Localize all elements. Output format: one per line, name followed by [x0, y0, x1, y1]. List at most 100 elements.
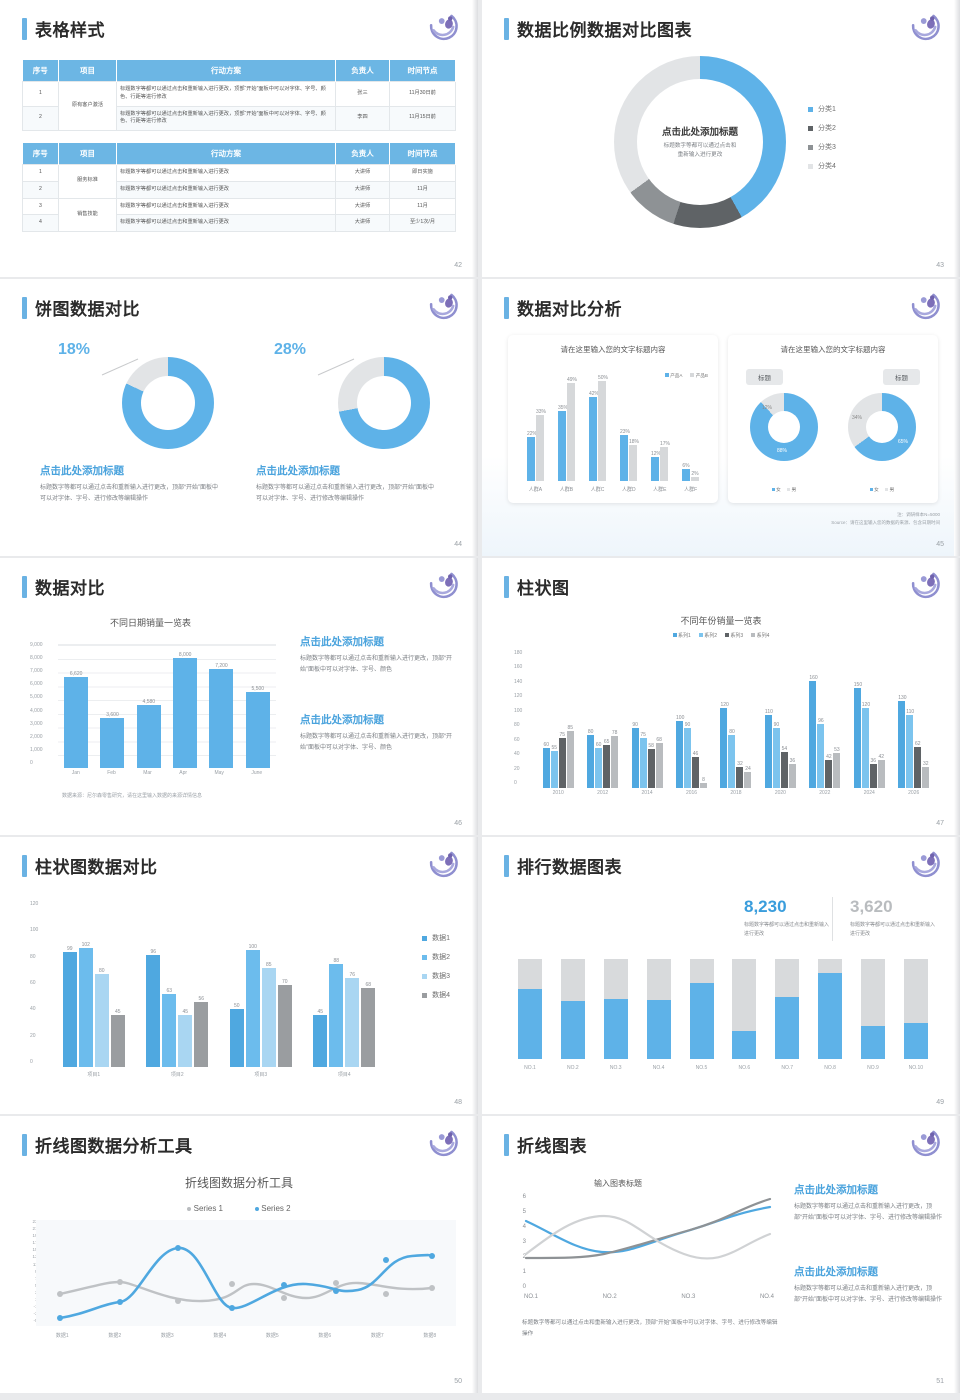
- bar-group: 150 120 36 42: [853, 682, 885, 788]
- page-number: 42: [454, 262, 462, 269]
- x-tick: 项目1: [87, 1072, 101, 1078]
- cell-no: 2: [22, 180, 59, 199]
- page-number: 48: [454, 1099, 462, 1106]
- x-tick: Mar: [143, 770, 152, 776]
- bar-item: 110: [906, 709, 914, 788]
- bar-value: 17%: [660, 441, 671, 447]
- slide-column-chart: 柱状图 不同年份销量一览表 系列1 系列2 系列3 系列4 0 20 40 60…: [482, 558, 960, 835]
- bar-item: 36: [869, 758, 877, 788]
- bar-value: 120: [861, 702, 871, 708]
- grid-lines: [58, 645, 276, 768]
- slide-edge: [954, 837, 960, 1114]
- bar-x-axis: 人群A 人群B 人群C 人群D 人群E 人群F: [520, 486, 706, 493]
- x-tick: 数据4: [213, 1333, 227, 1339]
- slide-header: 柱状图数据对比: [22, 853, 158, 878]
- bar-value: 65: [603, 738, 610, 745]
- percent-label-left: 18%: [58, 341, 91, 358]
- y-tick: 80: [514, 722, 520, 729]
- bar-group: 50 100 85 70: [229, 944, 292, 1067]
- bar-item: 56: [194, 996, 209, 1067]
- bar-item: 75: [558, 732, 566, 788]
- bar-value: 50: [233, 1002, 240, 1009]
- table-row: 4 标题数字等都可以通过点击和重新输入进行更改 大讲师 至少1次/月: [22, 214, 456, 233]
- x-tick: 数据2: [108, 1333, 122, 1339]
- slide-header: 折线图表: [504, 1132, 587, 1157]
- bar: [655, 742, 663, 788]
- legend-item: Series 1: [187, 1204, 223, 1213]
- chart-title: 输入图表标题: [594, 1179, 642, 1188]
- y-tick: 0: [522, 1284, 526, 1290]
- page-number: 45: [936, 541, 944, 548]
- y-tick: 0: [514, 779, 517, 786]
- x-tick: 2016: [685, 790, 698, 796]
- bar: [809, 681, 817, 788]
- bar-value: 32: [922, 760, 929, 767]
- y-tick: 60: [514, 736, 520, 743]
- legend-label: 系列3: [730, 633, 744, 639]
- y-tick: 20: [30, 1032, 36, 1039]
- legend-item: 数据1: [422, 933, 450, 943]
- body-left: 标题数字等都可以通过点击和重新输入进行更改，顶部“开始”面板中可以对字体、字号、…: [40, 485, 218, 503]
- bar-item: 6,620: [64, 671, 89, 768]
- x-tick: NO.2: [602, 1294, 617, 1300]
- bar-group: 45 88 76 68: [313, 958, 376, 1067]
- x-tick: Apr: [179, 770, 188, 776]
- y-tick: 40: [30, 1006, 36, 1013]
- bar-item: 3,600: [100, 712, 125, 768]
- bar: [146, 955, 161, 1067]
- brand-logo-icon: [911, 572, 940, 599]
- legend-label: 数据3: [432, 973, 450, 980]
- header-accent-bar: [504, 854, 509, 877]
- table-header-row: 序号 项目 行动方案 负责人 时间节点: [22, 143, 456, 165]
- stat-block-2: 3,620 标题数字等都可以通过点击和重新输入进行更改: [850, 897, 936, 939]
- bar-value: 54: [781, 746, 788, 752]
- bar-plot-area: 60 55 75 85 80 60 65 78 90 75 58 68 100 90 46 8 120 80 32 2…: [536, 652, 936, 788]
- x-tick: 数据6: [318, 1333, 332, 1339]
- cell-plan: 标题数字等都可以通过点击和重新输入进行更改，顶部“开始”面板中可以对字体、字号、…: [116, 81, 336, 107]
- ranking-bar-fill: [861, 1026, 885, 1059]
- bar-item: 4,580: [136, 699, 161, 768]
- page-number: 44: [454, 541, 462, 548]
- bar-item: 96: [146, 949, 161, 1067]
- bar: [566, 731, 574, 788]
- ranking-bar-fill: [775, 997, 800, 1059]
- brand-logo-icon: [911, 851, 940, 878]
- legend-swatch-icon: [808, 144, 813, 150]
- bar: [603, 744, 611, 788]
- bar-group: 90 75 58 68: [631, 722, 663, 788]
- y-tick: 0: [30, 1058, 33, 1065]
- donut-hole: [357, 376, 411, 430]
- slide-header: 数据比例数据对比图表: [504, 16, 692, 41]
- bar-value: 78: [611, 730, 618, 736]
- bar-value: 55: [551, 745, 557, 752]
- x-tick: Feb: [107, 770, 116, 776]
- x-tick: June: [251, 770, 263, 776]
- bar-value: 22%: [527, 431, 538, 437]
- bar-group: 80 60 65 78: [587, 729, 619, 788]
- donut-legend-left: 女 男: [740, 486, 828, 493]
- ranking-bar-track: [689, 959, 714, 1059]
- cell-plan: 标题数字等都可以通过点击和重新输入进行更改: [116, 180, 336, 199]
- bar-item: 7,200: [209, 663, 234, 768]
- header-accent-bar: [22, 17, 27, 40]
- bar: [245, 950, 260, 1067]
- bar-group: 96 63 45 56: [146, 949, 209, 1067]
- bar: [700, 782, 708, 788]
- legend-label: 产品B: [695, 373, 708, 378]
- cell-time: 即日实施: [389, 164, 456, 182]
- slide-header: 饼图数据对比: [22, 295, 140, 320]
- bar-value: 45: [182, 1008, 189, 1015]
- table-row: 2 标题数字等都可以通过点击和重新输入进行更改，顶部“开始”面板中可以对字体、字…: [22, 105, 456, 132]
- bar: [647, 749, 655, 788]
- y-tick: 0: [30, 759, 33, 766]
- th-no: 序号: [22, 143, 59, 165]
- bar-value: 36: [870, 758, 877, 764]
- page-number: 51: [936, 1378, 944, 1385]
- bar-item: 68: [655, 737, 663, 788]
- card-title: 请在这里输入您的文字标题内容: [560, 345, 666, 354]
- page-title: 柱状图: [517, 579, 570, 598]
- chart-title: 折线图数据分析工具: [184, 1176, 293, 1190]
- brand-logo-icon: [429, 572, 458, 599]
- bar-item: 63: [162, 988, 177, 1067]
- legend-label: 分类3: [818, 144, 836, 151]
